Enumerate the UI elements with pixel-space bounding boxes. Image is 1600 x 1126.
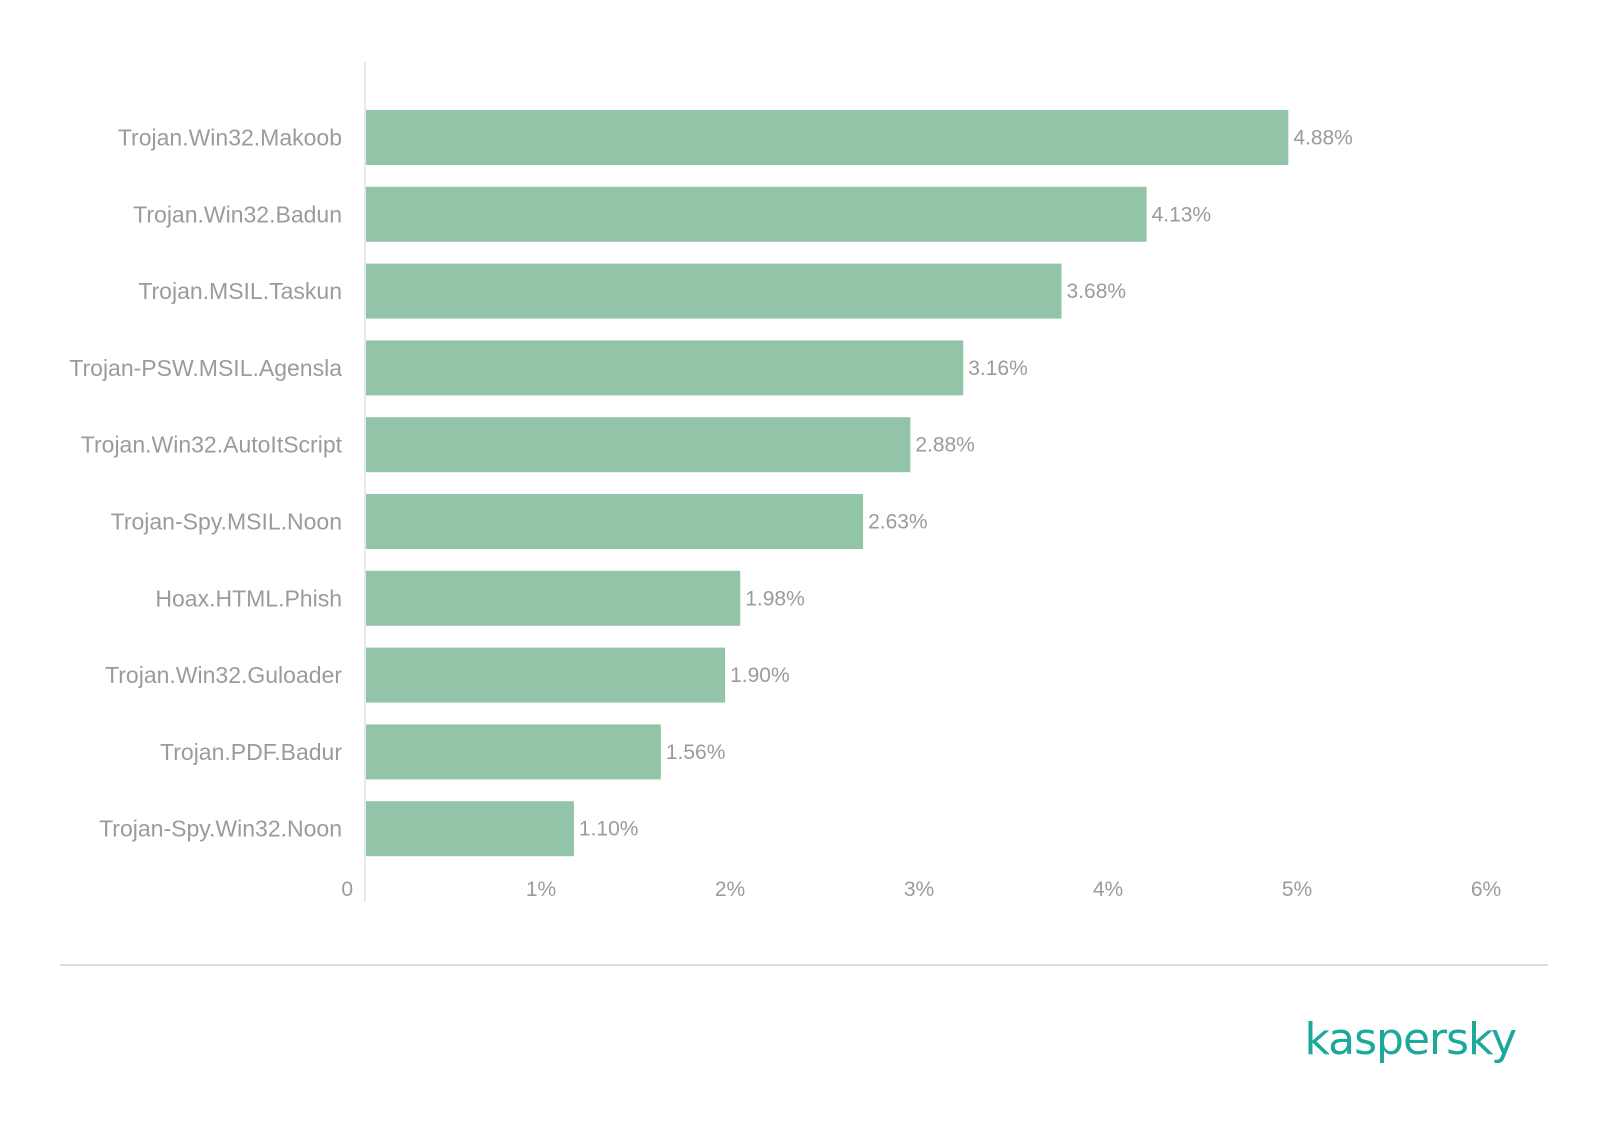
bar-trojan-win32-guloader: [366, 647, 726, 703]
bars-layer: [366, 110, 1289, 857]
category-label: Hoax.HTML.Phish: [155, 585, 342, 611]
category-label: Trojan-Spy.MSIL.Noon: [111, 509, 342, 535]
x-tick-label: 0: [341, 878, 353, 901]
x-tick-label: 2%: [715, 878, 745, 901]
labels-layer: Trojan.Win32.Makoob 4.88% Trojan.Win32.Bad…: [69, 125, 1353, 842]
x-tick-label: 5%: [1282, 878, 1312, 901]
bar-trojan-pdf-badur: [366, 724, 661, 780]
bar-trojan-spy-win32-noon: [366, 801, 574, 857]
bar-trojan-win32-badun: [366, 186, 1147, 242]
value-label: 3.68%: [1067, 280, 1127, 303]
value-label: 4.13%: [1152, 203, 1212, 226]
category-label: Trojan.Win32.Badun: [133, 201, 342, 227]
bar-trojan-win32-autoitscript: [366, 417, 911, 473]
x-tick-label: 4%: [1093, 878, 1123, 901]
category-label: Trojan.Win32.Guloader: [105, 662, 342, 688]
category-label: Trojan-Spy.Win32.Noon: [99, 816, 342, 842]
kaspersky-logo: kaspersky: [1304, 1014, 1517, 1065]
value-label: 2.88%: [915, 434, 975, 457]
value-label: 3.16%: [968, 357, 1028, 380]
category-label: Trojan-PSW.MSIL.Agensla: [69, 355, 342, 381]
x-tick-label: 3%: [904, 878, 934, 901]
value-label: 1.90%: [730, 664, 790, 687]
value-label: 2.63%: [868, 511, 928, 534]
value-label: 1.56%: [666, 741, 726, 764]
bar-hoax-html-phish: [366, 570, 741, 626]
bar-chart: Trojan.Win32.Makoob 4.88% Trojan.Win32.Bad…: [69, 62, 1501, 902]
value-label: 1.10%: [579, 818, 639, 841]
category-label: Trojan.Win32.Makoob: [118, 125, 342, 151]
x-tick-label: 6%: [1471, 878, 1501, 901]
x-tick-label: 1%: [526, 878, 556, 901]
x-ticks-layer: 0 1% 2% 3% 4% 5% 6%: [341, 878, 1501, 901]
category-label: Trojan.Win32.AutoItScript: [81, 432, 343, 458]
footer-divider: [60, 964, 1548, 966]
bar-trojan-win32-makoob: [366, 110, 1289, 165]
category-label: Trojan.MSIL.Taskun: [138, 278, 342, 304]
category-label: Trojan.PDF.Badur: [160, 739, 342, 765]
bar-trojan-msil-taskun: [366, 263, 1062, 319]
value-label: 1.98%: [745, 587, 805, 610]
bar-trojan-spy-msil-noon: [366, 494, 864, 549]
value-label: 4.88%: [1293, 127, 1353, 150]
bar-trojan-psw-msil-agensla: [366, 340, 964, 396]
